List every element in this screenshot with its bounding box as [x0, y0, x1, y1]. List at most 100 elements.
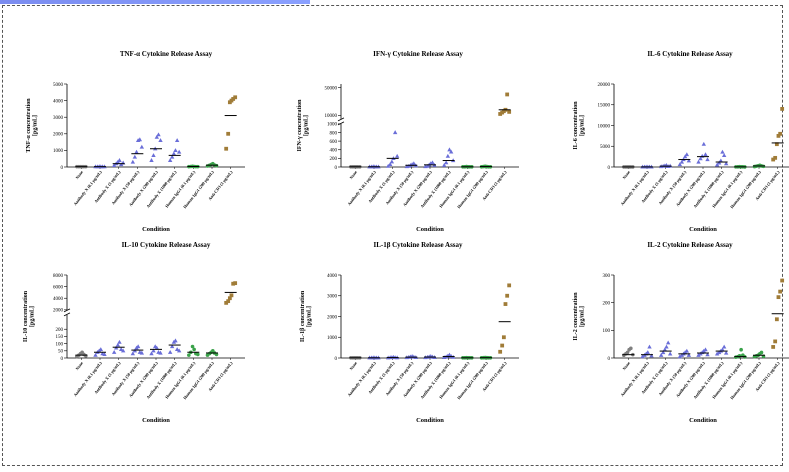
data-point [154, 134, 159, 139]
y-tick-label: 150 [56, 335, 64, 340]
data-point [720, 149, 725, 154]
data-point [173, 338, 178, 343]
chart-title: IL-10 Cytokine Release Assay [122, 241, 211, 249]
data-point [134, 149, 139, 154]
data-point [776, 295, 781, 300]
data-point [387, 162, 393, 167]
data-point [686, 158, 692, 163]
y-axis-label-line: [pg/mL] [580, 306, 586, 327]
data-point [226, 131, 231, 136]
x-axis-label: Condition [142, 226, 170, 233]
y-tick-label: 3000 [53, 116, 64, 121]
chart-title: IFN-γ Cytokine Release Assay [373, 50, 463, 58]
data-point [227, 296, 232, 301]
data-point [771, 157, 776, 162]
data-point [171, 151, 177, 156]
y-axis-label-line: TNF-α concentration [26, 98, 32, 153]
y-tick-label: 0 [61, 166, 64, 171]
y-tick-label: 4000 [327, 274, 338, 279]
data-point [156, 132, 161, 137]
data-point [645, 350, 650, 355]
y-tick-label: 400 [330, 149, 338, 154]
y-tick-label: 800 [330, 131, 338, 136]
data-point [505, 293, 510, 298]
axis-break-mark [63, 308, 71, 313]
data-point [115, 342, 121, 347]
data-point [625, 350, 630, 355]
data-point [102, 352, 107, 357]
y-tick-label: 0 [608, 166, 611, 171]
data-point [447, 147, 452, 152]
y-tick-label: 200 [56, 328, 64, 333]
data-point [714, 351, 720, 356]
data-point [98, 347, 103, 351]
y-tick-label: 1000 [327, 336, 338, 341]
data-point [677, 162, 683, 167]
data-point [224, 146, 229, 151]
data-point [132, 154, 138, 159]
data-point [771, 345, 776, 349]
data-point [773, 339, 778, 344]
y-axis-label: IFN-γ concentration[pg/mL] [297, 99, 310, 152]
category-label: None [621, 360, 631, 371]
y-tick-label: 100 [603, 329, 611, 334]
data-point [139, 350, 145, 355]
y-axis-label: IL-10 concentration[pg/mL] [23, 290, 36, 342]
data-point [503, 302, 508, 306]
data-point [665, 340, 671, 345]
data-point [93, 352, 98, 357]
x-axis-label: Condition [689, 417, 717, 424]
data-point [196, 352, 200, 357]
category-label: None [621, 169, 631, 180]
data-point [149, 158, 154, 162]
data-point [629, 346, 633, 351]
y-tick-label: 50000 [325, 86, 338, 91]
data-point [679, 159, 685, 164]
x-axis-label: Condition [142, 417, 170, 424]
data-point [445, 153, 451, 158]
y-axis-label: IL-2 concentration[pg/mL] [573, 292, 586, 341]
data-point [174, 138, 180, 143]
y-tick-label: 10000 [598, 124, 611, 129]
data-point [682, 154, 688, 159]
data-point [721, 153, 727, 157]
y-tick-label: 4000 [53, 297, 64, 302]
data-point [130, 351, 136, 356]
y-tick-label: 8000 [53, 274, 64, 279]
data-point [723, 350, 729, 355]
y-tick-label: 5000 [600, 145, 611, 150]
data-point [84, 354, 88, 358]
data-point [231, 97, 236, 101]
data-point [190, 344, 195, 349]
chart-title: IL-1β Cytokine Release Assay [373, 241, 463, 249]
y-axis-label-line: [pg/mL] [30, 306, 36, 327]
y-tick-label: 2000 [53, 309, 64, 314]
y-tick-label: 4000 [53, 99, 64, 104]
data-point [117, 339, 122, 344]
chart-panel-2: IFN-γ Cytokine Release Assay 0 200 400 600 80… [297, 50, 519, 233]
y-axis-label-line: IFN-γ concentration [297, 99, 303, 152]
data-point [187, 353, 191, 357]
data-point [714, 162, 720, 167]
y-axis-label-line: [pg/mL] [580, 115, 586, 136]
data-point [498, 112, 503, 116]
data-point [389, 159, 395, 164]
y-tick-label: 200 [330, 157, 338, 162]
y-axis-label: IL-6 concentration[pg/mL] [573, 101, 586, 150]
data-point [667, 351, 673, 356]
data-point [664, 344, 669, 349]
x-axis-label: Condition [416, 417, 444, 424]
data-point [684, 152, 690, 157]
chart-panel-4: IL-10 Cytokine Release Assay 0 50 100 150 200… [23, 241, 245, 424]
data-point [233, 95, 238, 100]
data-point [723, 161, 729, 166]
y-tick-label: 0 [608, 357, 611, 362]
category-label: None [74, 169, 84, 180]
chart-panel-3: IL-6 Cytokine Release Assay 0 5000 10000 150… [573, 50, 789, 233]
x-axis-label: Condition [689, 226, 717, 233]
y-axis-label-line: IL-6 concentration [573, 101, 579, 150]
y-axis-label-line: IL-2 concentration [573, 292, 579, 341]
data-point [498, 349, 503, 354]
y-tick-label: 50 [58, 350, 64, 355]
